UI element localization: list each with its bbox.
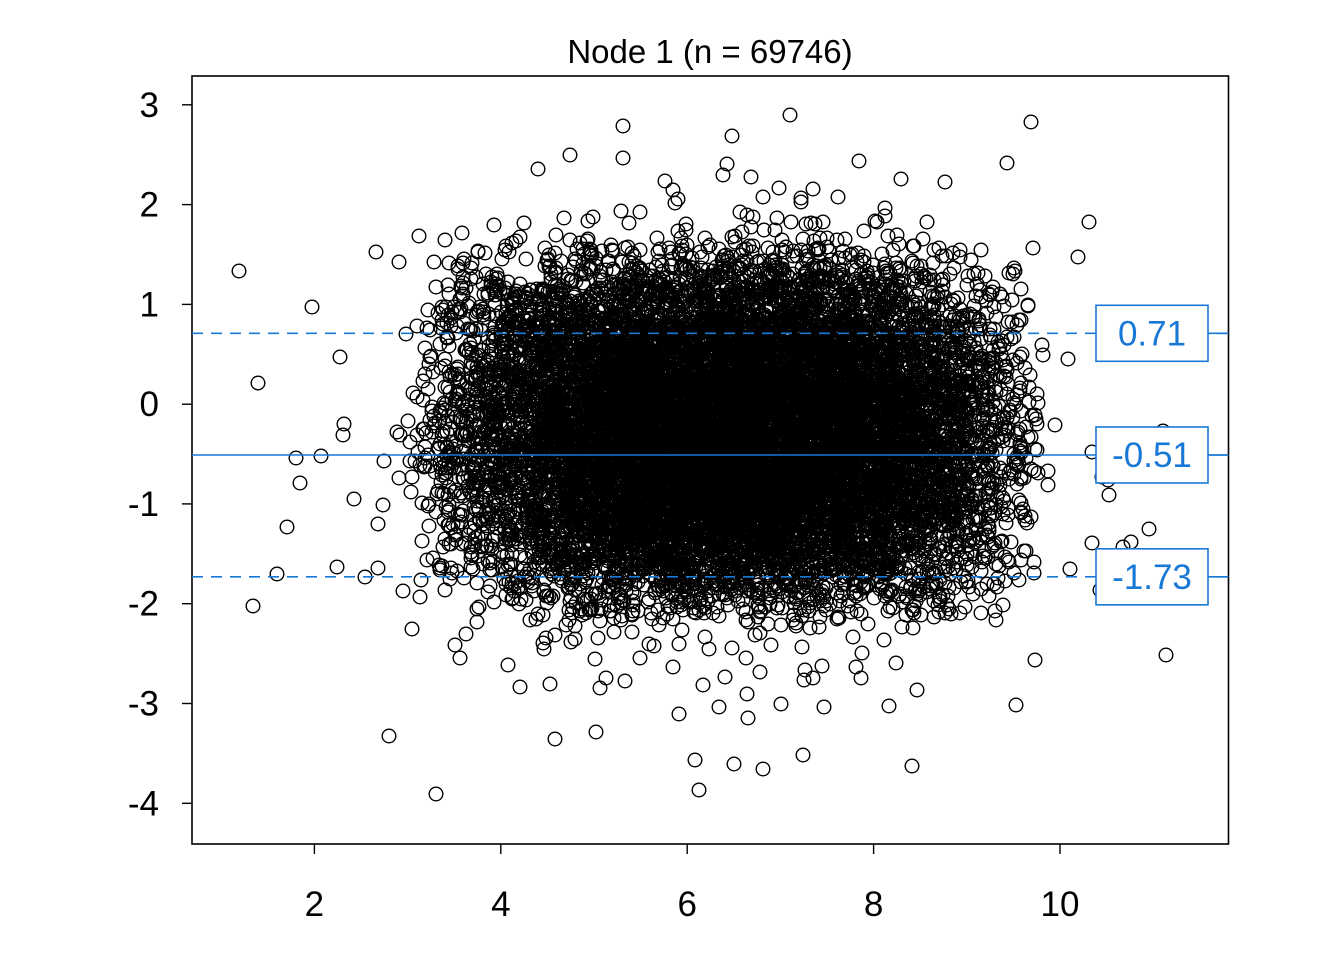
svg-text:-2: -2: [128, 585, 159, 624]
svg-text:1: 1: [140, 285, 159, 324]
svg-text:2: 2: [140, 186, 159, 225]
svg-text:-1: -1: [128, 485, 159, 524]
svg-text:6: 6: [677, 885, 696, 924]
svg-text:10: 10: [1041, 885, 1080, 924]
svg-text:3: 3: [140, 86, 159, 125]
svg-text:-4: -4: [128, 784, 159, 823]
svg-text:4: 4: [491, 885, 510, 924]
svg-text:8: 8: [864, 885, 883, 924]
svg-text:-3: -3: [128, 685, 159, 724]
svg-text:2: 2: [305, 885, 324, 924]
svg-text:0: 0: [140, 385, 159, 424]
svg-text:Node 1 (n = 69746): Node 1 (n = 69746): [567, 33, 852, 70]
